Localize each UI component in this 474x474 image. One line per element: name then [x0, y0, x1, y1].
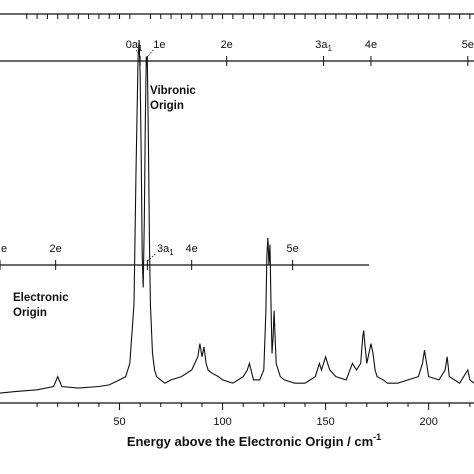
vibronic-level-labels: 0a1 1e 2e 3a1 4e 5e — [126, 39, 474, 53]
vibronic-origin-scale — [0, 13, 474, 66]
electronic-origin-scale — [0, 253, 369, 270]
electronic-leader-0 — [147, 253, 156, 262]
vibronic-level-label-2-text: 2e — [221, 39, 233, 51]
x-tick-label-200: 200 — [419, 416, 437, 428]
vibronic-level-label-1: 1e — [153, 39, 165, 51]
electronic-level-label-3: 4e — [186, 243, 198, 255]
vibronic-level-label-4-text: 4e — [365, 39, 377, 51]
electronic-level-label-4-text: 5e — [287, 243, 299, 255]
vibronic-origin-label-line2: Origin — [150, 100, 184, 112]
vibronic-leader-1 — [147, 49, 154, 58]
vibronic-level-label-0-text: 0a — [126, 39, 139, 51]
vibronic-level-label-3: 3a1 — [315, 39, 332, 53]
vibronic-level-label-3-subscript: 1 — [327, 44, 332, 53]
vibronic-level-label-1-text: 1e — [153, 39, 165, 51]
vibronic-level-label-5: 5e — [462, 39, 474, 51]
x-axis-ticks: 50 100 150 200 — [36, 403, 471, 428]
x-axis-label: Energy above the Electronic Origin / cm-… — [127, 432, 381, 449]
electronic-level-label-2: 3a1 — [157, 243, 174, 257]
electronic-level-label-1-text: 2e — [50, 243, 62, 255]
vibronic-level-label-2: 2e — [221, 39, 233, 51]
electronic-level-label-2-text: 3a — [157, 243, 170, 255]
electronic-level-label-0: e — [1, 243, 7, 255]
vibronic-level-label-5-text: 5e — [462, 39, 474, 51]
electronic-level-label-0-text: e — [1, 243, 7, 255]
vibronic-level-label-0-subscript: 1 — [138, 44, 143, 53]
electronic-origin-label-line1: Electronic — [13, 292, 69, 304]
electronic-level-label-2-subscript: 1 — [169, 248, 174, 257]
x-tick-label-100: 100 — [213, 416, 231, 428]
electronic-level-label-1: 2e — [50, 243, 62, 255]
vibronic-level-label-4: 4e — [365, 39, 377, 51]
electronic-origin-label-line2: Origin — [13, 307, 47, 319]
electronic-level-label-3-text: 4e — [186, 243, 198, 255]
vibronic-origin-label-line1: Vibronic — [150, 85, 196, 97]
x-tick-label-50: 50 — [113, 416, 125, 428]
electronic-level-label-4: 5e — [287, 243, 299, 255]
spectrum-trace — [0, 39, 474, 394]
vibronic-level-label-0: 0a1 — [126, 39, 143, 53]
x-axis-label-text: Energy above the Electronic Origin / cm — [127, 434, 373, 449]
x-axis-label-superscript: -1 — [373, 432, 381, 442]
x-tick-label-150: 150 — [316, 416, 334, 428]
vibronic-level-label-3-text: 3a — [315, 39, 328, 51]
electronic-level-labels: e 2e 3a1 4e 5e — [1, 243, 299, 257]
